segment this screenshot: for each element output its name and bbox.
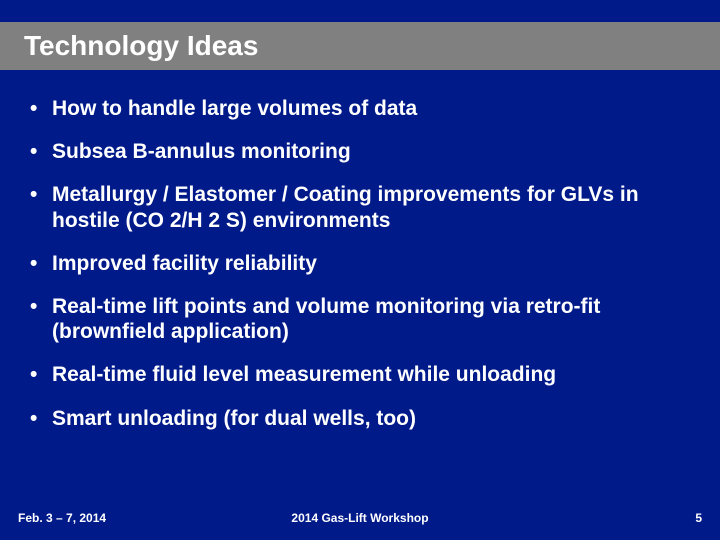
bullet-list: How to handle large volumes of data Subs… (30, 96, 696, 431)
bullet-item: How to handle large volumes of data (30, 96, 696, 121)
title-band: Technology Ideas (0, 22, 720, 70)
footer-event: 2014 Gas-Lift Workshop (0, 511, 720, 525)
bullet-item: Metallurgy / Elastomer / Coating improve… (30, 182, 696, 232)
bullet-item: Smart unloading (for dual wells, too) (30, 406, 696, 431)
bullet-item: Improved facility reliability (30, 251, 696, 276)
bullet-item: Real-time lift points and volume monitor… (30, 294, 696, 344)
bullet-item: Real-time fluid level measurement while … (30, 362, 696, 387)
footer-page-number: 5 (695, 511, 702, 525)
slide-title: Technology Ideas (24, 30, 258, 62)
slide-footer: Feb. 3 – 7, 2014 2014 Gas-Lift Workshop … (0, 506, 720, 530)
slide-content: How to handle large volumes of data Subs… (30, 96, 696, 500)
slide: Technology Ideas How to handle large vol… (0, 0, 720, 540)
bullet-item: Subsea B-annulus monitoring (30, 139, 696, 164)
